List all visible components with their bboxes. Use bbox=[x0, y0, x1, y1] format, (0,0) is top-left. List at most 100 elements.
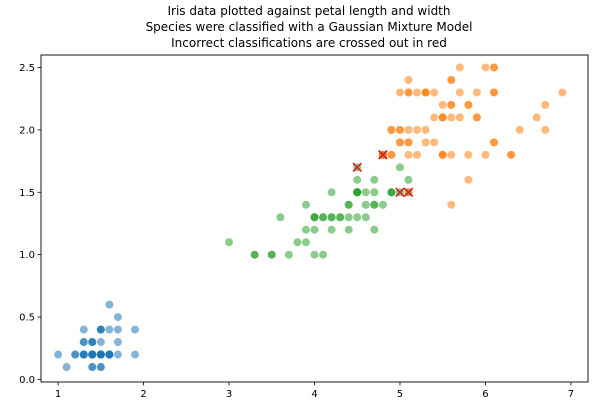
data-point-series-0-43 bbox=[105, 301, 113, 309]
data-point-series-2-61 bbox=[439, 101, 447, 109]
data-point-series-2-55 bbox=[507, 151, 515, 159]
data-point-series-1-42 bbox=[311, 226, 319, 234]
x-tick-label-6: 7 bbox=[568, 389, 574, 400]
data-point-series-1-31 bbox=[285, 251, 293, 259]
data-point-series-1-30 bbox=[293, 238, 301, 246]
data-point-series-0-44 bbox=[131, 326, 139, 334]
data-point-series-2-31 bbox=[447, 201, 455, 209]
data-point-series-2-21 bbox=[456, 113, 464, 121]
data-point-series-1-4 bbox=[362, 188, 370, 196]
data-point-series-0-48 bbox=[97, 351, 105, 359]
data-point-series-2-48 bbox=[490, 63, 498, 71]
data-point-series-2-64 bbox=[387, 126, 395, 134]
data-point-series-1-29 bbox=[268, 251, 276, 259]
data-point-series-0-41 bbox=[80, 338, 88, 346]
data-point-series-2-60 bbox=[490, 138, 498, 146]
data-point-series-2-19 bbox=[541, 126, 549, 134]
x-tick-label-2: 3 bbox=[226, 389, 232, 400]
data-point-series-2-25 bbox=[447, 113, 455, 121]
data-point-series-2-16 bbox=[541, 101, 549, 109]
data-point-series-1-37 bbox=[345, 213, 353, 221]
x-tick-label-5: 6 bbox=[482, 389, 488, 400]
data-point-series-0-49 bbox=[88, 351, 96, 359]
data-point-series-0-16 bbox=[80, 326, 88, 334]
data-point-series-1-45 bbox=[328, 226, 336, 234]
data-point-series-0-26 bbox=[105, 326, 113, 334]
y-tick-label-3: 1.5 bbox=[19, 188, 35, 199]
data-point-series-2-59 bbox=[490, 88, 498, 96]
data-point-series-2-39 bbox=[473, 88, 481, 96]
data-point-series-1-13 bbox=[370, 201, 378, 209]
data-point-series-1-11 bbox=[328, 188, 336, 196]
data-point-series-1-47 bbox=[336, 213, 344, 221]
data-point-series-1-14 bbox=[276, 213, 284, 221]
data-point-series-1-35 bbox=[353, 176, 361, 184]
data-point-series-1-12 bbox=[311, 251, 319, 259]
x-tick-label-1: 2 bbox=[140, 389, 146, 400]
data-point-series-1-40 bbox=[345, 226, 353, 234]
data-point-series-1-25 bbox=[345, 201, 353, 209]
data-point-series-0-20 bbox=[114, 351, 122, 359]
data-point-series-2-47 bbox=[439, 151, 447, 159]
data-point-series-2-66 bbox=[422, 126, 430, 134]
y-tick-label-2: 1.0 bbox=[19, 250, 35, 261]
data-point-series-2-0 bbox=[481, 63, 489, 71]
data-point-series-2-51 bbox=[447, 101, 455, 109]
chart-title: Iris data plotted against petal length a… bbox=[146, 4, 473, 50]
x-tick-label-0: 1 bbox=[55, 389, 61, 400]
data-point-series-0-45 bbox=[88, 338, 96, 346]
data-point-series-0-23 bbox=[114, 313, 122, 321]
data-point-series-2-68 bbox=[405, 138, 413, 146]
data-point-series-2-13 bbox=[405, 76, 413, 84]
data-point-series-2-45 bbox=[405, 151, 413, 159]
data-point-series-2-10 bbox=[422, 138, 430, 146]
data-point-series-1-23 bbox=[370, 226, 378, 234]
data-point-series-2-69 bbox=[422, 88, 430, 96]
chart-title-line-2: Species were classified with a Gaussian … bbox=[146, 20, 473, 34]
data-point-series-2-40 bbox=[456, 63, 464, 71]
data-point-series-2-17 bbox=[558, 88, 566, 96]
data-point-series-1-46 bbox=[328, 213, 336, 221]
data-point-series-0-24 bbox=[131, 351, 139, 359]
data-point-series-2-50 bbox=[473, 113, 481, 121]
data-point-series-1-26 bbox=[379, 201, 387, 209]
data-point-series-0-31 bbox=[97, 326, 105, 334]
data-point-series-1-33 bbox=[405, 176, 413, 184]
data-point-series-1-5 bbox=[353, 213, 361, 221]
data-point-series-2-26 bbox=[464, 176, 472, 184]
data-point-series-1-27 bbox=[396, 163, 404, 171]
x-tick-label-4: 5 bbox=[397, 389, 403, 400]
y-axis: 0.00.51.01.52.02.5 bbox=[19, 63, 41, 386]
data-point-series-2-22 bbox=[481, 151, 489, 159]
data-point-series-1-8 bbox=[362, 213, 370, 221]
data-point-series-1-36 bbox=[370, 188, 378, 196]
data-point-series-2-28 bbox=[516, 126, 524, 134]
data-point-series-0-22 bbox=[54, 351, 62, 359]
points-layer bbox=[54, 63, 566, 371]
data-point-series-0-35 bbox=[71, 351, 79, 359]
x-tick-label-3: 4 bbox=[311, 389, 317, 400]
y-tick-label-5: 2.5 bbox=[19, 63, 35, 74]
data-point-series-0-46 bbox=[105, 351, 113, 359]
data-point-series-2-9 bbox=[405, 126, 413, 134]
data-point-series-2-56 bbox=[396, 88, 404, 96]
data-point-series-1-43 bbox=[251, 251, 259, 259]
data-point-series-1-9 bbox=[302, 201, 310, 209]
data-point-series-2-5 bbox=[533, 113, 541, 121]
data-point-series-1-50 bbox=[387, 188, 395, 196]
data-point-series-1-32 bbox=[302, 226, 310, 234]
data-point-series-1-17 bbox=[319, 251, 327, 259]
chart-title-line-3: Incorrect classifications are crossed ou… bbox=[171, 36, 447, 50]
data-point-series-2-65 bbox=[396, 138, 404, 146]
data-point-series-2-18 bbox=[456, 88, 464, 96]
data-point-series-2-24 bbox=[387, 151, 395, 159]
data-point-series-1-34 bbox=[353, 188, 361, 196]
data-point-series-2-67 bbox=[396, 126, 404, 134]
y-tick-label-0: 0.0 bbox=[19, 375, 35, 386]
chart-title-line-1: Iris data plotted against petal length a… bbox=[167, 4, 450, 18]
data-point-series-0-13 bbox=[63, 363, 71, 371]
data-point-series-2-44 bbox=[430, 88, 438, 96]
data-point-series-2-52 bbox=[430, 138, 438, 146]
data-point-series-2-43 bbox=[413, 126, 421, 134]
